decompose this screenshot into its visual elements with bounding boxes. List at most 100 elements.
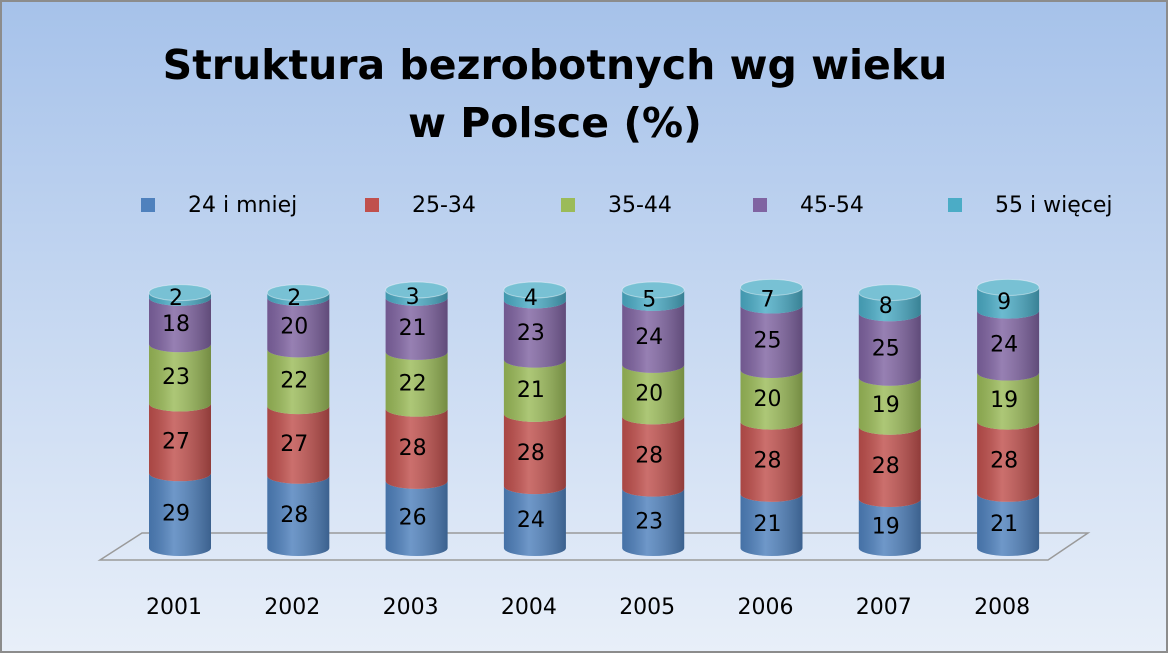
data-label: 2 xyxy=(169,286,183,311)
bar-shading xyxy=(267,475,330,556)
cylinder-top-shine xyxy=(740,279,803,296)
cylinder-top xyxy=(266,284,330,302)
data-label: 19 xyxy=(990,388,1018,413)
bar-shading xyxy=(385,297,448,360)
bar-shading xyxy=(858,377,921,435)
bar-shading xyxy=(385,351,448,417)
bar-shading xyxy=(148,292,211,306)
cylinder-top-shine xyxy=(385,282,448,298)
data-label: 5 xyxy=(642,287,656,312)
legend-label: 55 i więcej xyxy=(995,193,1112,218)
data-label: 20 xyxy=(280,315,308,340)
data-label: 28 xyxy=(399,436,427,461)
bar-shading xyxy=(148,473,211,556)
bar-shading xyxy=(740,287,803,314)
data-label: 22 xyxy=(399,371,427,396)
data-label: 9 xyxy=(997,290,1011,315)
cylinder-top-shine xyxy=(977,279,1040,296)
data-label: 25 xyxy=(872,336,900,361)
data-label: 23 xyxy=(517,321,545,346)
x-tick-label: 2003 xyxy=(383,595,439,620)
cylinder-top xyxy=(740,278,803,296)
bar-shading xyxy=(858,292,921,322)
bar-shading xyxy=(977,287,1040,319)
bar-shading xyxy=(267,406,330,484)
bar-shading xyxy=(385,290,448,306)
cylinder-top xyxy=(976,278,1040,296)
cylinder-top xyxy=(858,284,922,302)
chart-title: Struktura bezrobotnych wg wieku w Polsce… xyxy=(162,41,948,147)
data-label: 28 xyxy=(754,449,782,474)
cylinder-top xyxy=(621,281,685,299)
x-tick-label: 2005 xyxy=(619,595,675,620)
x-tick-label: 2002 xyxy=(264,595,320,620)
x-tick-label: 2006 xyxy=(738,595,794,620)
data-label: 23 xyxy=(635,509,663,534)
bar-shading xyxy=(148,344,211,412)
bar-shading xyxy=(503,359,566,422)
bar-shading xyxy=(740,369,803,430)
bar-shading xyxy=(148,403,211,482)
x-tick-label: 2001 xyxy=(146,595,202,620)
data-label: 24 xyxy=(990,333,1018,358)
legend-label: 25-34 xyxy=(412,193,476,218)
data-label: 28 xyxy=(872,454,900,479)
bar-shading xyxy=(503,300,566,368)
bar-shading xyxy=(622,488,685,556)
data-label: 28 xyxy=(990,449,1018,474)
bar-shading xyxy=(503,486,566,556)
data-label: 21 xyxy=(990,512,1018,537)
data-label: 21 xyxy=(517,378,545,403)
legend-label: 24 i mniej xyxy=(188,193,297,218)
legend-swatch xyxy=(141,198,155,212)
data-label: 28 xyxy=(280,503,308,528)
cylinder-top xyxy=(503,281,567,299)
data-label: 4 xyxy=(524,286,538,311)
legend-label: 35-44 xyxy=(608,193,672,218)
data-label: 24 xyxy=(635,325,663,350)
data-label: 8 xyxy=(879,294,893,319)
data-label: 20 xyxy=(635,382,663,407)
bar-shading xyxy=(385,408,448,489)
data-label: 23 xyxy=(162,365,190,390)
data-label: 21 xyxy=(399,316,427,341)
bar-shading xyxy=(740,421,803,502)
cylinder-top-shine xyxy=(503,282,566,298)
bar-shading xyxy=(267,349,330,415)
legend-swatch xyxy=(365,198,379,212)
bar-shading xyxy=(740,305,803,378)
data-label: 21 xyxy=(754,512,782,537)
data-label: 28 xyxy=(517,441,545,466)
bar-shading xyxy=(622,302,685,373)
legend-swatch xyxy=(561,198,575,212)
bar-shading xyxy=(977,310,1040,381)
bar-shading xyxy=(622,416,685,497)
bar-shading xyxy=(977,421,1040,502)
data-label: 20 xyxy=(754,387,782,412)
bar-shading xyxy=(858,426,921,507)
bar-shading xyxy=(977,493,1040,556)
bar-shading xyxy=(858,498,921,556)
x-tick-label: 2008 xyxy=(974,595,1030,620)
data-label: 28 xyxy=(635,444,663,469)
data-label: 19 xyxy=(872,393,900,418)
x-tick-label: 2007 xyxy=(856,595,912,620)
bar-shading xyxy=(385,480,448,556)
data-label: 3 xyxy=(406,285,420,310)
x-tick-label: 2004 xyxy=(501,595,557,620)
bar-shading xyxy=(503,413,566,495)
bar-shading xyxy=(503,290,566,309)
data-label: 24 xyxy=(517,508,545,533)
cylinder-top-shine xyxy=(858,284,921,301)
floor xyxy=(97,532,1091,561)
cylinder-top-shine xyxy=(149,284,211,301)
data-label: 7 xyxy=(761,287,775,312)
cylinder-top xyxy=(385,281,449,299)
bar-shading xyxy=(858,313,921,386)
data-label: 22 xyxy=(280,369,308,394)
bar-shading xyxy=(267,297,330,358)
bar-shading xyxy=(622,364,685,425)
bar-shading xyxy=(148,297,211,353)
